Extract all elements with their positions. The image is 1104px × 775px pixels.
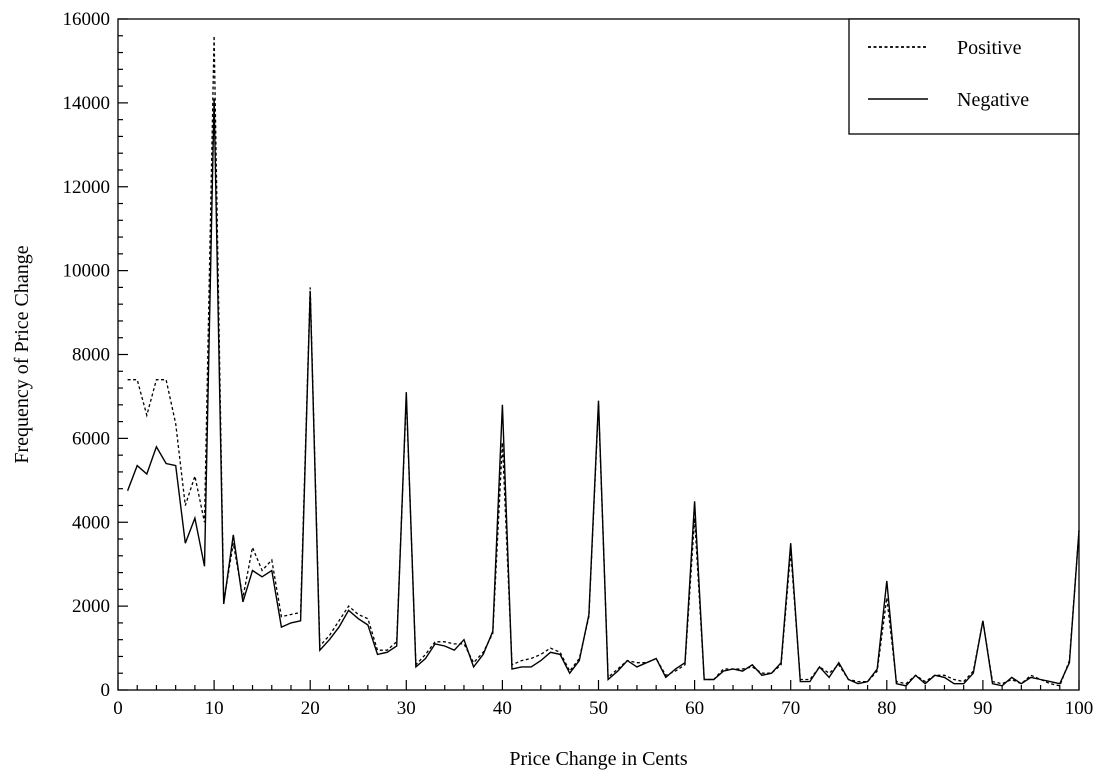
x-tick-label: 40 — [493, 698, 512, 719]
x-tick-label: 50 — [589, 698, 608, 719]
x-tick-label: 30 — [397, 698, 416, 719]
y-tick-label: 6000 — [72, 428, 110, 449]
plot-frame — [117, 18, 1080, 691]
x-axis-ticks: 0 10 20 30 40 50 60 70 80 90 100 — [113, 680, 1093, 719]
legend-label-positive: Positive — [957, 37, 1022, 59]
x-tick-label: 60 — [685, 698, 704, 719]
y-tick-label: 0 — [101, 680, 111, 701]
y-tick-label: 16000 — [63, 9, 111, 30]
series-layer — [126, 35, 1080, 687]
y-tick-label: 8000 — [72, 345, 110, 366]
y-tick-label: 12000 — [63, 177, 111, 198]
x-tick-label: 100 — [1065, 698, 1094, 719]
y-tick-label: 10000 — [63, 261, 111, 282]
x-tick-label: 20 — [301, 698, 320, 719]
legend-label-negative: Negative — [957, 89, 1029, 111]
y-axis-label: Frequency of Price Change — [11, 245, 33, 463]
series-line-positive — [127, 35, 1080, 687]
y-tick-label: 2000 — [72, 596, 110, 617]
x-axis-label: Price Change in Cents — [509, 748, 688, 770]
x-tick-label: 70 — [781, 698, 800, 719]
y-tick-label: 4000 — [72, 512, 110, 533]
x-tick-label: 10 — [205, 698, 224, 719]
y-axis-ticks: 0 2000 4000 6000 8000 10000 12000 14000 16000 — [63, 9, 128, 701]
x-tick-label: 80 — [877, 698, 896, 719]
y-tick-label: 14000 — [63, 93, 111, 114]
x-tick-label: 90 — [973, 698, 992, 719]
legend: Positive Negative — [848, 18, 1080, 135]
legend-box — [848, 18, 1080, 135]
x-tick-label: 0 — [113, 698, 123, 719]
series-line-negative — [126, 98, 1080, 687]
